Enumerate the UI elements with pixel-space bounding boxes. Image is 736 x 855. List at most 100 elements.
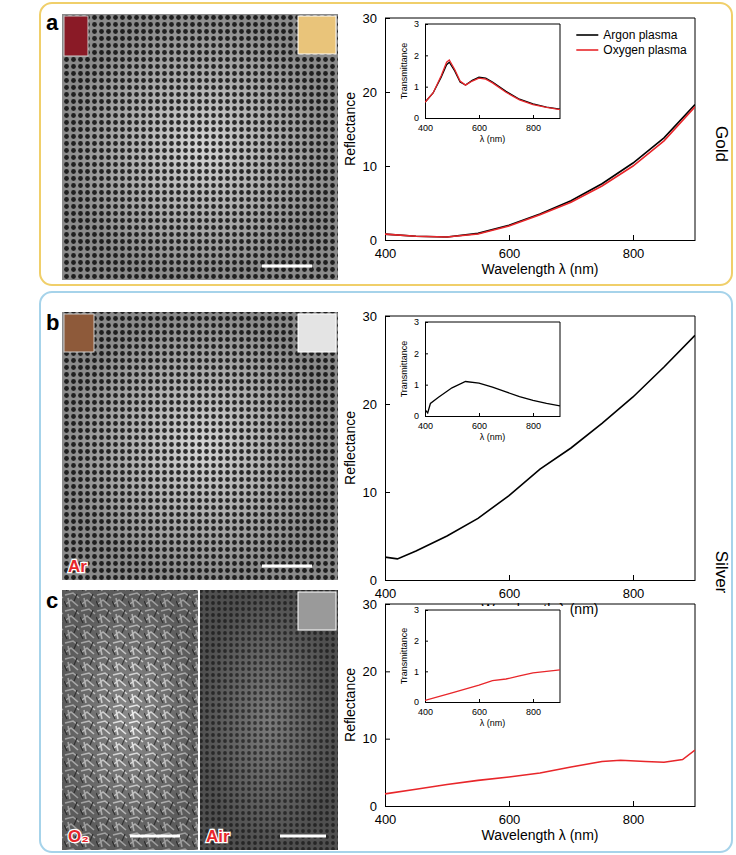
inset-background bbox=[395, 20, 566, 148]
x-tick-label: 600 bbox=[472, 421, 487, 431]
y-tick-mark bbox=[425, 416, 428, 417]
x-tick: 600 bbox=[472, 413, 487, 431]
material-label: Silver bbox=[712, 551, 731, 594]
y-tick-mark bbox=[385, 166, 390, 167]
y-tick-label: 20 bbox=[363, 397, 377, 412]
y-tick: 1 bbox=[414, 82, 428, 92]
y-tick-mark bbox=[385, 240, 390, 241]
y-axis-title: Transmittance bbox=[399, 341, 409, 398]
x-tick: 800 bbox=[526, 115, 541, 133]
y-tick-mark bbox=[385, 316, 390, 317]
scale-bar bbox=[262, 565, 312, 568]
y-axis-title: Transmittance bbox=[399, 628, 409, 685]
x-axis: 400600800 bbox=[375, 801, 696, 827]
plot-area bbox=[425, 60, 560, 110]
x-axis: 400600800 bbox=[375, 575, 696, 601]
panel-letter: c bbox=[46, 588, 58, 613]
y-tick-label: 0 bbox=[414, 113, 419, 123]
x-tick: 600 bbox=[472, 115, 487, 133]
legend-item: Argon plasma bbox=[576, 28, 677, 42]
y-axis: 0102030 bbox=[363, 309, 390, 588]
y-tick: 0 bbox=[414, 411, 428, 421]
y-tick-mark bbox=[385, 492, 390, 493]
x-tick-mark bbox=[633, 801, 634, 806]
x-tick: 800 bbox=[623, 801, 645, 827]
x-tick-mark bbox=[509, 235, 510, 240]
y-tick-label: 0 bbox=[370, 573, 377, 588]
x-tick-mark bbox=[509, 575, 510, 580]
y-axis: 0123 bbox=[414, 317, 428, 421]
x-tick-label: 600 bbox=[472, 123, 487, 133]
micrograph-shade bbox=[62, 590, 198, 850]
panel-frame bbox=[40, 292, 732, 852]
legend-swatch bbox=[576, 34, 598, 36]
y-tick-mark bbox=[425, 24, 428, 25]
y-tick-label: 20 bbox=[363, 85, 377, 100]
x-axis-title: Wavelength λ (nm) bbox=[482, 827, 599, 843]
x-tick-label: 800 bbox=[526, 707, 541, 717]
x-axis: 400 600 800 bbox=[418, 699, 561, 717]
y-tick: 0 bbox=[370, 573, 390, 588]
y-tick-label: 0 bbox=[370, 233, 377, 248]
micrograph bbox=[62, 590, 198, 850]
x-tick-label: 400 bbox=[418, 707, 433, 717]
y-tick-mark bbox=[425, 671, 428, 672]
x-tick-label: 400 bbox=[375, 246, 397, 261]
series-line bbox=[385, 107, 695, 237]
plot-area bbox=[385, 105, 695, 237]
x-tick-label: 800 bbox=[526, 421, 541, 431]
scale-bar bbox=[262, 265, 312, 268]
x-axis-title: Wavelength λ (nm) bbox=[482, 261, 599, 277]
y-axis-line bbox=[425, 323, 426, 417]
y-tick-mark bbox=[385, 18, 390, 19]
x-tick-mark bbox=[533, 115, 534, 118]
x-tick-label: 600 bbox=[499, 246, 521, 261]
x-axis-title: λ (nm) bbox=[480, 134, 506, 144]
y-axis-title: Transmittance bbox=[399, 43, 409, 100]
model-inset bbox=[298, 314, 336, 352]
y-axis-line bbox=[425, 611, 426, 703]
legend-item: Oxygen plasma bbox=[576, 43, 687, 57]
chart: 4006008000123λ (nm)Transmittance bbox=[395, 605, 566, 732]
x-axis-line bbox=[386, 580, 696, 581]
y-tick-mark bbox=[425, 87, 428, 88]
y-tick: 10 bbox=[363, 159, 390, 174]
y-tick-mark bbox=[385, 671, 390, 672]
x-tick: 600 bbox=[499, 801, 521, 827]
y-axis-title: Reflectance bbox=[342, 668, 358, 742]
y-tick-label: 0 bbox=[414, 697, 419, 707]
inset-background bbox=[395, 606, 566, 732]
y-tick: 1 bbox=[414, 380, 428, 390]
y-tick-mark bbox=[385, 404, 390, 405]
plot-frame bbox=[425, 322, 560, 416]
x-tick-label: 600 bbox=[472, 707, 487, 717]
x-tick-mark bbox=[509, 801, 510, 806]
x-tick-mark bbox=[533, 699, 534, 702]
x-tick: 800 bbox=[526, 699, 541, 717]
y-tick-label: 0 bbox=[414, 411, 419, 421]
photo-inset bbox=[64, 16, 88, 56]
y-tick: 3 bbox=[414, 19, 428, 29]
micrograph-shade bbox=[62, 312, 338, 580]
x-tick: 600 bbox=[472, 699, 487, 717]
chart: 4006008000102030Wavelength λ (nm)Reflect… bbox=[342, 597, 696, 843]
y-tick: 2 bbox=[414, 636, 428, 646]
y-axis: 0123 bbox=[414, 605, 428, 707]
legend: Argon plasmaOxygen plasma bbox=[576, 28, 687, 57]
y-tick-mark bbox=[425, 641, 428, 642]
y-tick-mark bbox=[425, 322, 428, 323]
photo-inset bbox=[64, 314, 94, 352]
y-tick-mark bbox=[385, 739, 390, 740]
chart: 4006008000102030Wavelength λ (nm)Reflect… bbox=[342, 309, 696, 617]
x-tick-label: 800 bbox=[526, 123, 541, 133]
legend-label: Argon plasma bbox=[603, 28, 677, 42]
x-tick-label: 400 bbox=[375, 586, 397, 601]
y-tick: 10 bbox=[363, 485, 390, 500]
y-tick: 3 bbox=[414, 317, 428, 327]
y-tick-label: 1 bbox=[414, 667, 419, 677]
y-tick: 20 bbox=[363, 397, 390, 412]
y-tick: 30 bbox=[363, 597, 390, 612]
plot-frame bbox=[385, 604, 695, 806]
micrograph bbox=[62, 312, 338, 580]
x-tick-mark bbox=[533, 413, 534, 416]
